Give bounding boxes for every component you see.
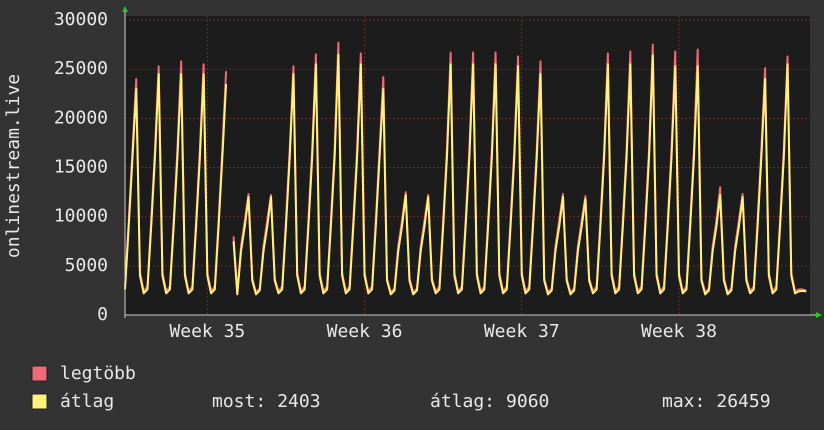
x-tick-label: Week 38	[641, 321, 717, 342]
legend-label: legtöbb	[60, 363, 136, 384]
stat-label: most:	[212, 391, 266, 412]
x-tick-label: Week 36	[327, 321, 403, 342]
y-tick-label: 25000	[54, 58, 108, 79]
x-tick-label: Week 35	[169, 321, 245, 342]
y-tick-label: 20000	[54, 107, 108, 128]
stat-label: max:	[662, 391, 705, 412]
stat: átlag: 9060	[430, 391, 549, 412]
stat-value: 26459	[716, 391, 770, 412]
stat-value: 2403	[277, 391, 320, 412]
legend-label: átlag	[60, 391, 114, 412]
x-arrow	[816, 312, 822, 318]
legend-swatch	[31, 365, 48, 382]
stat: most: 2403	[212, 391, 321, 412]
y-axis-label: onlinestream.live	[3, 74, 24, 258]
y-tick-label: 5000	[65, 255, 108, 276]
legend: legtöbb átlag most: 2403 átlag: 9060 max: 26459	[31, 363, 771, 412]
plot-area	[125, 16, 810, 315]
y-tick-label: 0	[97, 304, 108, 325]
y-arrow	[122, 6, 128, 12]
stat: max: 26459	[662, 391, 771, 412]
stat-value: 9060	[506, 391, 549, 412]
x-tick-label: Week 37	[484, 321, 560, 342]
stat-label: átlag:	[430, 391, 495, 412]
y-tick-label: 15000	[54, 157, 108, 178]
series-line	[124, 53, 807, 296]
y-tick-label: 10000	[54, 206, 108, 227]
lines	[124, 41, 807, 296]
y-tick-label: 30000	[54, 9, 108, 30]
legend-swatch	[31, 393, 48, 410]
